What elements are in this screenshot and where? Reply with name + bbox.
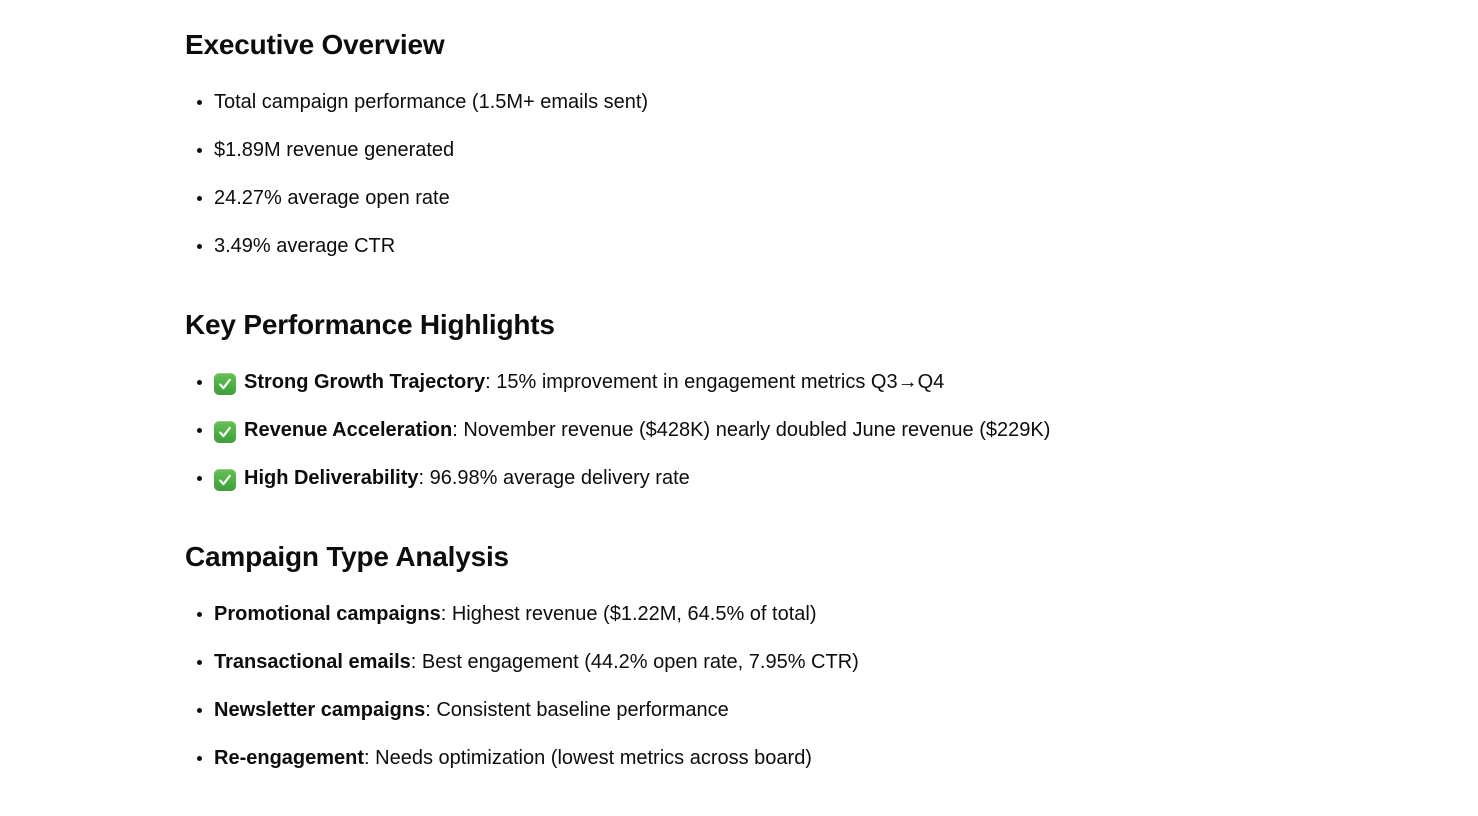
list-item-text: : 15% improvement in engagement metrics … <box>485 371 945 393</box>
list-item-text: : Consistent baseline performance <box>425 699 729 721</box>
section-heading-key-performance-highlights: Key Performance Highlights <box>185 309 555 340</box>
list-item-text: Total campaign performance (1.5M+ emails… <box>214 91 649 113</box>
list-item: Revenue Acceleration: November revenue (… <box>214 416 1220 444</box>
executive-overview-list: Total campaign performance (1.5M+ emails… <box>185 88 1220 260</box>
list-item: 24.27% average open rate <box>214 184 1220 212</box>
list-item-bold-label: Strong Growth Trajectory <box>244 371 486 393</box>
list-item-text: 3.49% average CTR <box>214 235 396 257</box>
list-item: Transactional emails: Best engagement (4… <box>214 648 1220 676</box>
report-document: Executive Overview Total campaign perfor… <box>0 0 1260 772</box>
key-performance-list: Strong Growth Trajectory: 15% improvemen… <box>185 368 1220 492</box>
list-item: Strong Growth Trajectory: 15% improvemen… <box>214 368 1220 396</box>
list-item-text: 24.27% average open rate <box>214 187 450 209</box>
list-item-bold-label: Transactional emails <box>214 651 411 673</box>
list-item-bold-label: Newsletter campaigns <box>214 699 426 721</box>
list-item: Newsletter campaigns: Consistent baselin… <box>214 696 1220 724</box>
list-item-bold-label: Revenue Acceleration <box>244 419 453 441</box>
section-heading-campaign-type-analysis: Campaign Type Analysis <box>185 541 509 572</box>
check-mark-icon <box>214 373 236 395</box>
list-item: Total campaign performance (1.5M+ emails… <box>214 88 1220 116</box>
list-item-text: : Needs optimization (lowest metrics acr… <box>364 747 812 769</box>
list-item-text: : Best engagement (44.2% open rate, 7.95… <box>410 651 859 673</box>
list-item-text: $1.89M revenue generated <box>214 139 455 161</box>
list-item-text: : November revenue ($428K) nearly double… <box>452 419 1051 441</box>
list-item: 3.49% average CTR <box>214 232 1220 260</box>
list-item: High Deliverability: 96.98% average deli… <box>214 464 1220 492</box>
campaign-type-list: Promotional campaigns: Highest revenue (… <box>185 600 1220 772</box>
check-mark-icon <box>214 421 236 443</box>
list-item-text: : Highest revenue ($1.22M, 64.5% of tota… <box>440 603 817 625</box>
list-item: Re-engagement: Needs optimization (lowes… <box>214 744 1220 772</box>
section-heading-executive-overview: Executive Overview <box>185 29 445 60</box>
list-item-text: : 96.98% average delivery rate <box>418 467 690 489</box>
list-item: $1.89M revenue generated <box>214 136 1220 164</box>
list-item-bold-label: Promotional campaigns <box>214 603 441 625</box>
list-item: Promotional campaigns: Highest revenue (… <box>214 600 1220 628</box>
check-mark-icon <box>214 469 236 491</box>
list-item-bold-label: High Deliverability <box>244 467 419 489</box>
list-item-bold-label: Re-engagement <box>214 747 365 769</box>
